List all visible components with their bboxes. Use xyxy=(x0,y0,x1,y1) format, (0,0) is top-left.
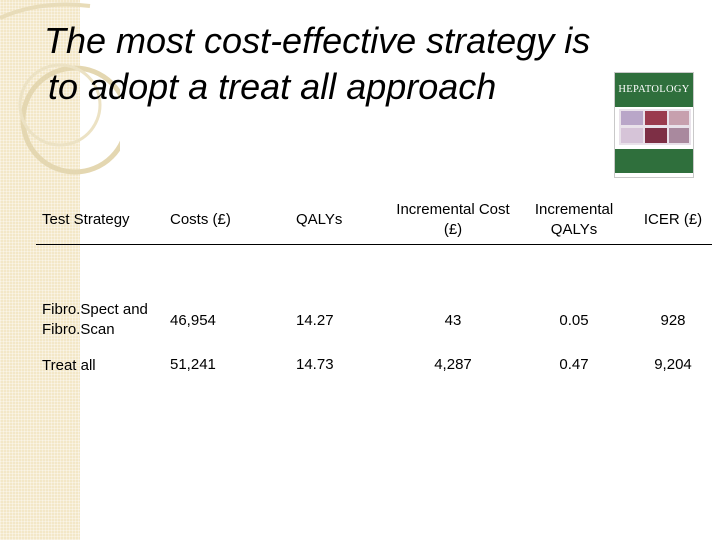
slide-title-line-2: to adopt a treat all approach xyxy=(48,66,497,107)
slide-title: The most cost-effective strategy is to a… xyxy=(44,18,720,110)
cell-icer: 928 xyxy=(660,311,686,329)
header-incremental-qalys: Incremental QALYs xyxy=(514,196,634,245)
slide-title-line-1: The most cost-effective strategy is xyxy=(44,20,591,61)
header-costs: Costs (£) xyxy=(166,196,292,245)
cell-incremental-cost: 43 xyxy=(444,311,462,329)
decorative-circles xyxy=(0,2,120,175)
header-incremental-cost: Incremental Cost (£) xyxy=(392,196,514,245)
table-row: Fibro.Spect and Fibro.Scan 46,954 14.27 … xyxy=(36,284,712,356)
table-header-row: Test Strategy Costs (£) QALYs Incrementa… xyxy=(36,196,712,245)
cell-icer: 9,204 xyxy=(654,356,692,373)
journal-cover-image: HEPATOLOGY xyxy=(614,72,694,178)
journal-cover-title: HEPATOLOGY xyxy=(615,73,693,107)
cost-effectiveness-table: Test Strategy Costs (£) QALYs Incrementa… xyxy=(36,196,712,382)
cell-qalys: 14.27 xyxy=(296,311,334,329)
table-spacer xyxy=(36,244,712,284)
cell-strategy: Treat all xyxy=(42,357,96,374)
cell-incremental-qalys: 0.47 xyxy=(559,356,589,373)
cell-incremental-cost: 4,287 xyxy=(434,356,472,373)
table-row: Treat all 51,241 14.73 4,287 0.47 9,204 xyxy=(36,356,712,382)
header-test-strategy: Test Strategy xyxy=(36,196,166,245)
decorative-side-band xyxy=(0,0,80,540)
cell-costs: 46,954 xyxy=(170,311,216,329)
journal-cover-histology-image xyxy=(619,109,691,145)
cell-strategy: Fibro.Spect and Fibro.Scan xyxy=(42,301,148,338)
header-qalys: QALYs xyxy=(292,196,392,245)
cell-costs: 51,241 xyxy=(170,356,216,373)
cell-qalys: 14.73 xyxy=(296,356,334,373)
cell-incremental-qalys: 0.05 xyxy=(559,311,589,329)
header-icer: ICER (£) xyxy=(634,196,712,245)
journal-cover-band xyxy=(615,149,693,173)
